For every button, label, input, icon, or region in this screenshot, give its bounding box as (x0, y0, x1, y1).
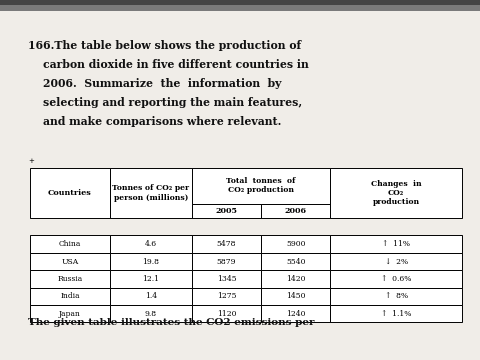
Bar (30, 235, 110, 253)
Text: 1450: 1450 (286, 292, 305, 300)
Text: 1420: 1420 (286, 275, 305, 283)
Text: 2006.  Summarize  the  information  by: 2006. Summarize the information by (28, 78, 281, 89)
Text: 5900: 5900 (286, 240, 305, 248)
Bar (192, 168, 330, 204)
Bar (330, 168, 462, 218)
Bar (261, 270, 330, 288)
Bar (30, 305, 110, 323)
Text: Tonnes of CO₂ per
person (millions): Tonnes of CO₂ per person (millions) (112, 184, 190, 202)
Text: Total  tonnes  of
CO₂ production: Total tonnes of CO₂ production (227, 177, 296, 194)
Text: ↑  11%: ↑ 11% (382, 240, 410, 248)
Text: 2006: 2006 (285, 207, 307, 215)
Bar (261, 204, 330, 218)
Bar (261, 305, 330, 323)
Text: 1275: 1275 (217, 292, 236, 300)
Text: and make comparisons where relevant.: and make comparisons where relevant. (28, 116, 281, 127)
Text: ↓  2%: ↓ 2% (384, 257, 408, 266)
Bar (110, 288, 192, 305)
Text: USA: USA (61, 257, 79, 266)
Text: carbon dioxide in five different countries in: carbon dioxide in five different countri… (28, 59, 309, 70)
Text: The given table illustrates the CO2 emissions per: The given table illustrates the CO2 emis… (28, 318, 314, 327)
Bar (30, 288, 110, 305)
Bar (330, 235, 462, 253)
Bar (30, 168, 110, 218)
Bar (192, 305, 261, 323)
Bar (30, 253, 110, 270)
Text: 4.6: 4.6 (145, 240, 157, 248)
Bar (261, 253, 330, 270)
Bar (192, 235, 261, 253)
Bar (192, 270, 261, 288)
Text: 2005: 2005 (216, 207, 238, 215)
Text: Japan: Japan (59, 310, 81, 318)
Text: ↑  0.6%: ↑ 0.6% (381, 275, 411, 283)
Bar (110, 253, 192, 270)
Text: 5540: 5540 (286, 257, 305, 266)
Text: +: + (28, 158, 34, 164)
Text: 1345: 1345 (217, 275, 236, 283)
Text: ↑  1.1%: ↑ 1.1% (381, 310, 411, 318)
Text: selecting and reporting the main features,: selecting and reporting the main feature… (28, 97, 302, 108)
Text: 1.4: 1.4 (145, 292, 157, 300)
Text: 1240: 1240 (286, 310, 305, 318)
Bar (110, 168, 192, 218)
Text: 19.8: 19.8 (143, 257, 159, 266)
Bar (0, 0, 480, 5)
Text: Changes  in
CO₂
production: Changes in CO₂ production (371, 180, 421, 206)
Bar (110, 235, 192, 253)
Bar (330, 270, 462, 288)
Bar (192, 253, 261, 270)
Text: Countries: Countries (48, 189, 92, 197)
Text: 166.The table below shows the production of: 166.The table below shows the production… (28, 40, 301, 51)
Bar (0, 0, 480, 11)
Bar (192, 204, 261, 218)
Text: 12.1: 12.1 (143, 275, 159, 283)
Bar (261, 235, 330, 253)
Text: 5879: 5879 (217, 257, 236, 266)
Text: Russia: Russia (57, 275, 83, 283)
Bar (330, 253, 462, 270)
Bar (261, 288, 330, 305)
Bar (330, 288, 462, 305)
Bar (110, 305, 192, 323)
Bar (192, 288, 261, 305)
Text: ↑  8%: ↑ 8% (384, 292, 408, 300)
Text: 5478: 5478 (217, 240, 236, 248)
Text: 1120: 1120 (217, 310, 236, 318)
Bar (110, 270, 192, 288)
Bar (30, 270, 110, 288)
Text: 9.8: 9.8 (145, 310, 157, 318)
Text: India: India (60, 292, 80, 300)
Bar (330, 305, 462, 323)
Text: China: China (59, 240, 81, 248)
